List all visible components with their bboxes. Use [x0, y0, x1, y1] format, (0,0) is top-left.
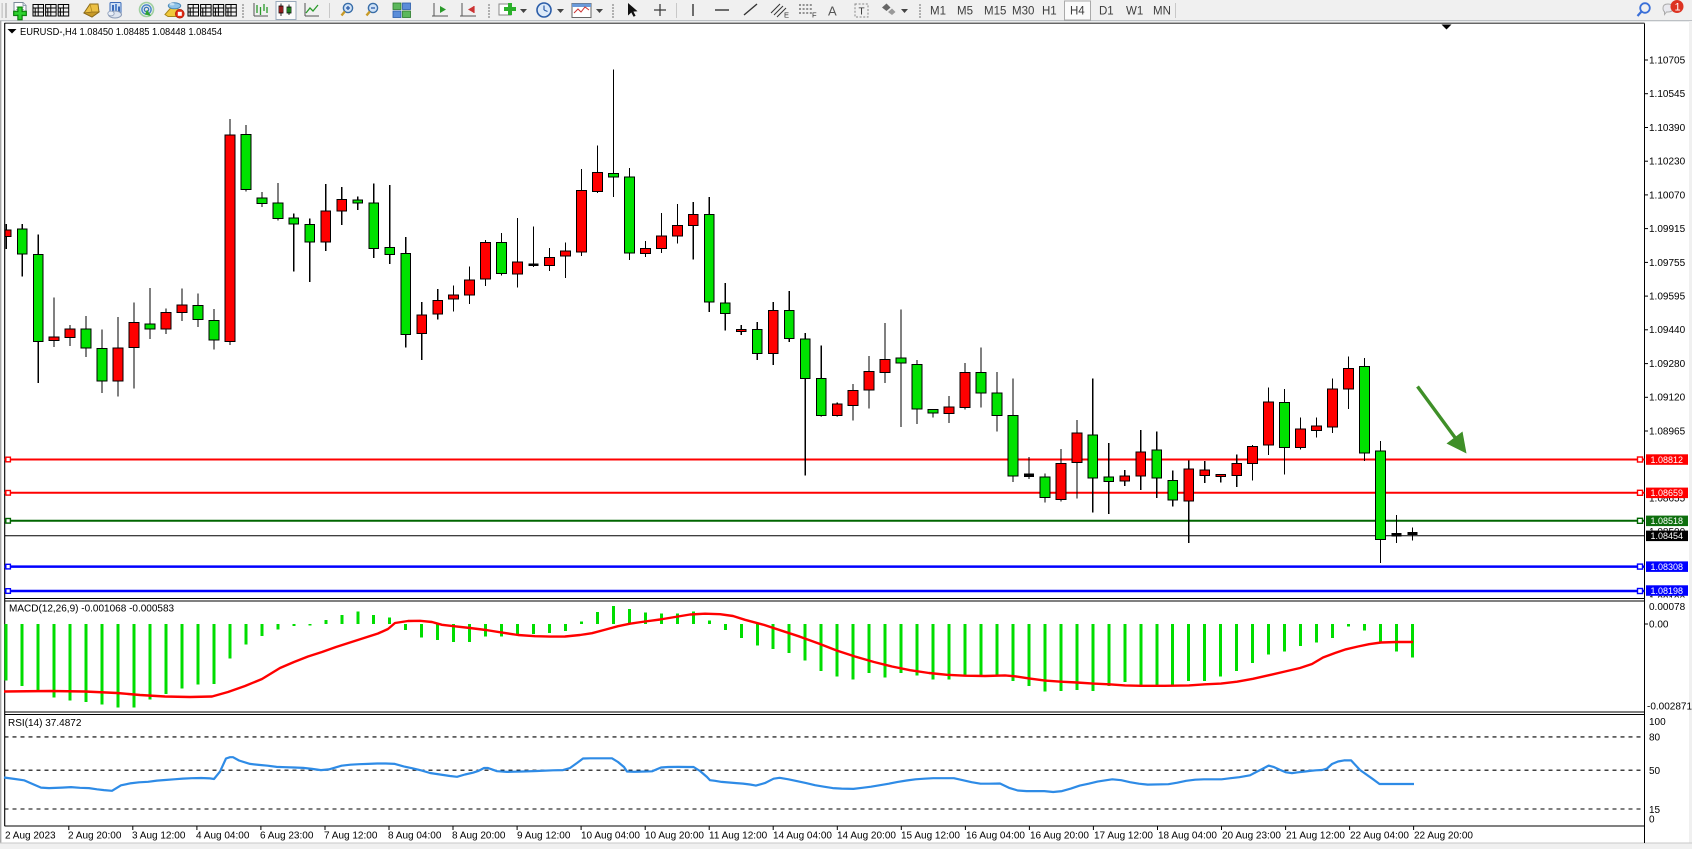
svg-text:100: 100 [1649, 717, 1666, 728]
svg-text:0.00078: 0.00078 [1649, 602, 1686, 613]
svg-text:1.08518: 1.08518 [1651, 516, 1684, 526]
svg-text:1.08812: 1.08812 [1651, 455, 1684, 465]
svg-text:1.08198: 1.08198 [1651, 586, 1684, 596]
svg-text:2 Aug 2023: 2 Aug 2023 [5, 831, 56, 842]
svg-text:9 Aug 12:00: 9 Aug 12:00 [517, 831, 571, 842]
svg-text:10 Aug 04:00: 10 Aug 04:00 [581, 831, 640, 842]
svg-text:1.08655: 1.08655 [1649, 494, 1686, 505]
svg-text:22 Aug 04:00: 22 Aug 04:00 [1350, 831, 1409, 842]
svg-text:1.09595: 1.09595 [1649, 292, 1686, 303]
svg-text:16 Aug 20:00: 16 Aug 20:00 [1030, 831, 1089, 842]
svg-text:14 Aug 20:00: 14 Aug 20:00 [837, 831, 896, 842]
svg-text:1.10070: 1.10070 [1649, 190, 1686, 201]
svg-text:-0.002871: -0.002871 [1647, 702, 1692, 713]
svg-text:8 Aug 20:00: 8 Aug 20:00 [452, 831, 506, 842]
svg-text:10 Aug 20:00: 10 Aug 20:00 [645, 831, 704, 842]
svg-text:T: T [859, 7, 865, 18]
svg-text:17 Aug 12:00: 17 Aug 12:00 [1094, 831, 1153, 842]
svg-text:1.09280: 1.09280 [1649, 359, 1686, 370]
svg-text:14 Aug 04:00: 14 Aug 04:00 [773, 831, 832, 842]
svg-text:20 Aug 23:00: 20 Aug 23:00 [1222, 831, 1281, 842]
svg-text:M5: M5 [957, 6, 973, 18]
svg-text:F: F [812, 11, 817, 20]
svg-text:8 Aug 04:00: 8 Aug 04:00 [388, 831, 442, 842]
svg-text:50: 50 [1649, 766, 1661, 777]
svg-text:1.08190: 1.08190 [1649, 595, 1686, 606]
svg-text:15: 15 [1649, 805, 1661, 816]
svg-text:MN: MN [1153, 6, 1171, 18]
svg-text:EURUSD-,H4 1.08450 1.08485 1.: EURUSD-,H4 1.08450 1.08485 1.08448 1.084… [20, 27, 222, 38]
svg-text:M15: M15 [984, 6, 1006, 18]
svg-text:1.08308: 1.08308 [1651, 562, 1684, 572]
svg-text:1.10390: 1.10390 [1649, 123, 1686, 134]
svg-text:1.09120: 1.09120 [1649, 393, 1686, 404]
svg-text:MACD(12,26,9) -0.001068 -0.000: MACD(12,26,9) -0.001068 -0.000583 [9, 604, 175, 615]
svg-text:1.10545: 1.10545 [1649, 89, 1686, 100]
svg-text:1.08454: 1.08454 [1651, 531, 1684, 541]
svg-text:18 Aug 04:00: 18 Aug 04:00 [1158, 831, 1217, 842]
svg-text:W1: W1 [1126, 6, 1143, 18]
svg-text:1.10705: 1.10705 [1649, 55, 1686, 66]
svg-text:RSI(14) 37.4872: RSI(14) 37.4872 [8, 718, 82, 729]
svg-text:4 Aug 04:00: 4 Aug 04:00 [196, 831, 250, 842]
svg-text:H1: H1 [1042, 6, 1057, 18]
svg-text:1: 1 [1675, 2, 1681, 14]
svg-text:1.09915: 1.09915 [1649, 224, 1686, 235]
svg-text:M30: M30 [1012, 6, 1034, 18]
svg-text:0: 0 [1649, 815, 1655, 826]
svg-text:16 Aug 04:00: 16 Aug 04:00 [966, 831, 1025, 842]
svg-text:0.00: 0.00 [1649, 620, 1669, 631]
svg-text:D1: D1 [1099, 6, 1114, 18]
svg-text:22 Aug 20:00: 22 Aug 20:00 [1414, 831, 1473, 842]
svg-text:1.08965: 1.08965 [1649, 426, 1686, 437]
svg-text:H4: H4 [1070, 6, 1085, 18]
svg-text:21 Aug 12:00: 21 Aug 12:00 [1286, 831, 1345, 842]
svg-text:M1: M1 [930, 6, 946, 18]
svg-text:3 Aug 12:00: 3 Aug 12:00 [132, 831, 186, 842]
svg-text:6 Aug 23:00: 6 Aug 23:00 [260, 831, 314, 842]
svg-text:E: E [784, 11, 789, 20]
svg-text:1.09440: 1.09440 [1649, 325, 1686, 336]
svg-text:7 Aug 12:00: 7 Aug 12:00 [324, 831, 378, 842]
svg-text:11 Aug 12:00: 11 Aug 12:00 [709, 831, 768, 842]
svg-text:80: 80 [1649, 733, 1661, 744]
svg-text:2 Aug 20:00: 2 Aug 20:00 [68, 831, 122, 842]
svg-text:1.10230: 1.10230 [1649, 157, 1686, 168]
svg-text:A: A [828, 4, 837, 19]
svg-text:1.08659: 1.08659 [1651, 488, 1684, 498]
svg-text:15 Aug 12:00: 15 Aug 12:00 [901, 831, 960, 842]
svg-text:1.09755: 1.09755 [1649, 258, 1686, 269]
